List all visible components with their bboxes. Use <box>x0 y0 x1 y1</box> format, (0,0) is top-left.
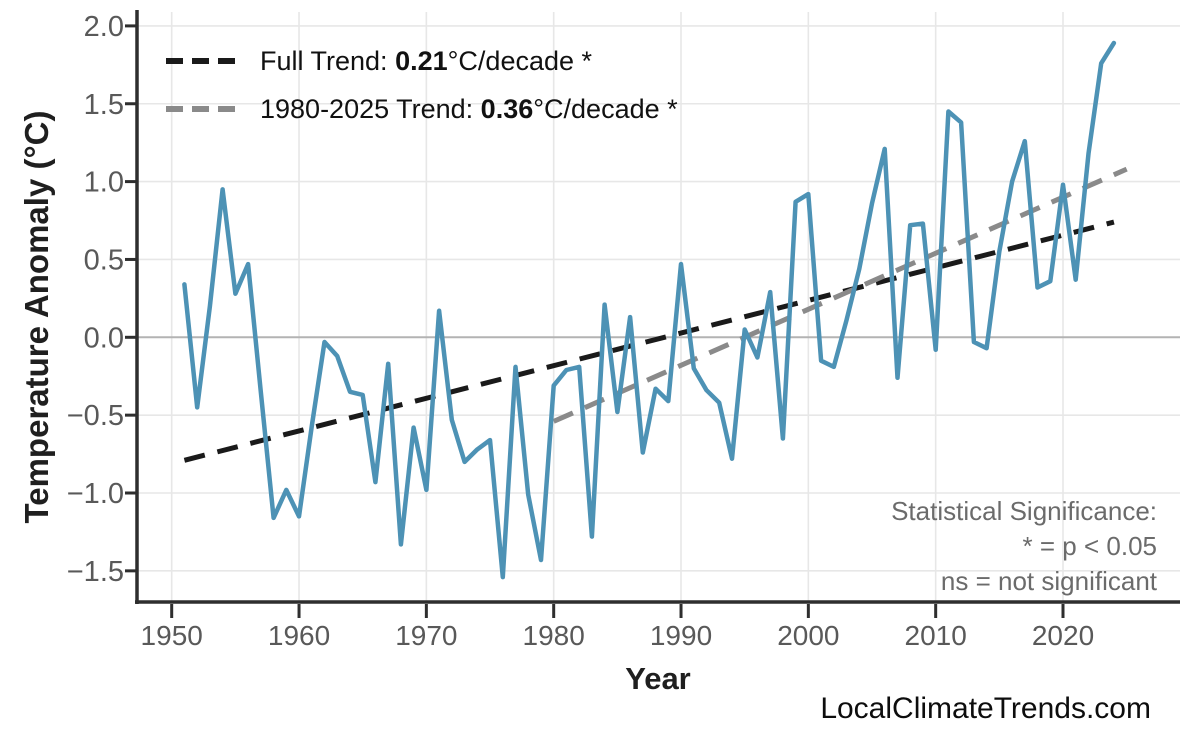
y-tick-label: 1.5 <box>84 89 124 121</box>
legend-label-full-trend: Full Trend: 0.21°C/decade * <box>260 46 592 77</box>
x-tick-label: 1950 <box>141 620 203 651</box>
trend-line <box>552 166 1128 424</box>
y-tick-label: 0.5 <box>84 244 124 276</box>
legend: Full Trend: 0.21°C/decade * 1980-2025 Tr… <box>166 37 678 133</box>
legend-text-prefix: 1980-2025 Trend: <box>260 93 481 124</box>
recent-trend-dash-swatch <box>166 106 236 112</box>
x-tick-label: 2020 <box>1032 620 1094 651</box>
x-tick-label: 2010 <box>905 620 967 651</box>
legend-item-recent-trend: 1980-2025 Trend: 0.36°C/decade * <box>166 85 678 133</box>
x-axis-title: Year <box>625 661 691 696</box>
y-tick-label: 0.0 <box>84 322 124 354</box>
legend-text-suffix: °C/decade * <box>447 45 593 76</box>
legend-trend-value: 0.36 <box>480 93 534 124</box>
y-tick-label: −1.5 <box>67 556 124 588</box>
watermark: LocalClimateTrends.com <box>820 692 1151 725</box>
temperature-anomaly-line <box>182 40 1117 580</box>
significance-line-ns: ns = not significant <box>940 566 1157 596</box>
legend-text-suffix: °C/decade * <box>533 93 678 124</box>
x-tick-label: 1970 <box>395 620 457 651</box>
x-tick-label: 1990 <box>650 620 712 651</box>
full-trend-dash-swatch <box>166 58 236 64</box>
legend-item-full-trend: Full Trend: 0.21°C/decade * <box>166 37 678 85</box>
y-tick-label: 2.0 <box>84 11 124 43</box>
x-tick-label: 1960 <box>268 620 330 651</box>
legend-text-prefix: Full Trend: <box>260 45 396 76</box>
significance-note: Statistical Significance: * = p < 0.05 n… <box>891 494 1157 599</box>
x-tick-label: 1980 <box>523 620 585 651</box>
x-tick-label: 2000 <box>777 620 839 651</box>
y-axis-title: Temperature Anomaly (°C) <box>18 110 55 524</box>
significance-title: Statistical Significance: <box>891 496 1157 526</box>
legend-label-recent-trend: 1980-2025 Trend: 0.36°C/decade * <box>260 94 678 125</box>
trend-line <box>183 219 1115 463</box>
significance-line-p: * = p < 0.05 <box>1022 531 1157 561</box>
y-tick-label: −0.5 <box>67 400 124 432</box>
y-tick-label: 1.0 <box>84 167 124 199</box>
y-tick-label: −1.0 <box>67 478 124 510</box>
legend-trend-value: 0.21 <box>395 45 448 76</box>
